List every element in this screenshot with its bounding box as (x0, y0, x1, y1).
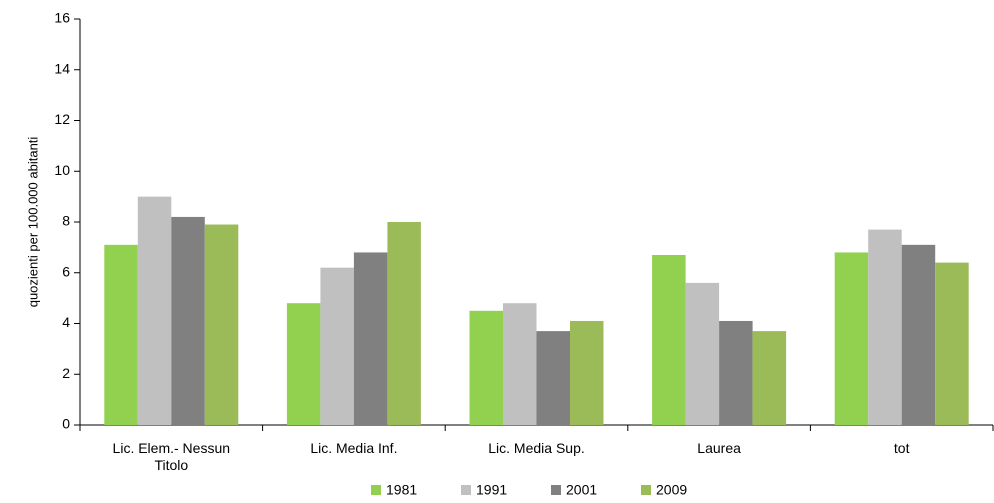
bar (652, 254, 686, 425)
y-tick-label: 8 (62, 213, 70, 229)
y-tick-label: 6 (62, 263, 70, 279)
y-tick-label: 14 (54, 60, 70, 76)
bar (685, 282, 720, 425)
y-tick-label: 10 (54, 162, 70, 178)
y-tick-label: 0 (62, 416, 70, 432)
bar (353, 252, 388, 425)
bar (570, 320, 604, 425)
bar (935, 262, 969, 425)
legend-label: 1991 (476, 482, 507, 498)
bar (901, 244, 936, 425)
legend-label: 2001 (566, 482, 597, 498)
bar (387, 222, 421, 425)
y-tick-label: 2 (62, 365, 70, 381)
legend-label: 1981 (386, 482, 417, 498)
bar (204, 224, 239, 425)
bar (834, 252, 869, 425)
bar (719, 320, 753, 425)
bar (536, 331, 570, 425)
y-axis-label: quozienti per 100.000 abitanti (25, 137, 40, 308)
legend-swatch (371, 485, 381, 495)
bar (868, 229, 902, 425)
bar (752, 331, 787, 425)
bar (137, 196, 172, 425)
x-tick-label: Lic. Media Inf. (310, 440, 398, 456)
x-tick-label: Lic. Media Sup. (488, 440, 585, 456)
y-tick-label: 4 (62, 314, 70, 330)
bar (469, 310, 503, 425)
y-tick-label: 12 (54, 111, 70, 127)
legend-swatch (461, 485, 471, 495)
x-tick-label: Lic. Elem.- Nessun Titolo (112, 440, 231, 473)
y-tick-label: 16 (54, 10, 70, 26)
bar (503, 303, 537, 425)
bar (171, 216, 205, 425)
legend-swatch (551, 485, 561, 495)
legend-swatch (641, 485, 651, 495)
bar (104, 244, 138, 425)
bar (320, 267, 354, 425)
bar (286, 303, 321, 425)
x-tick-label: Laurea (697, 440, 741, 456)
legend-label: 2009 (656, 482, 687, 498)
x-tick-label: tot (893, 440, 910, 456)
